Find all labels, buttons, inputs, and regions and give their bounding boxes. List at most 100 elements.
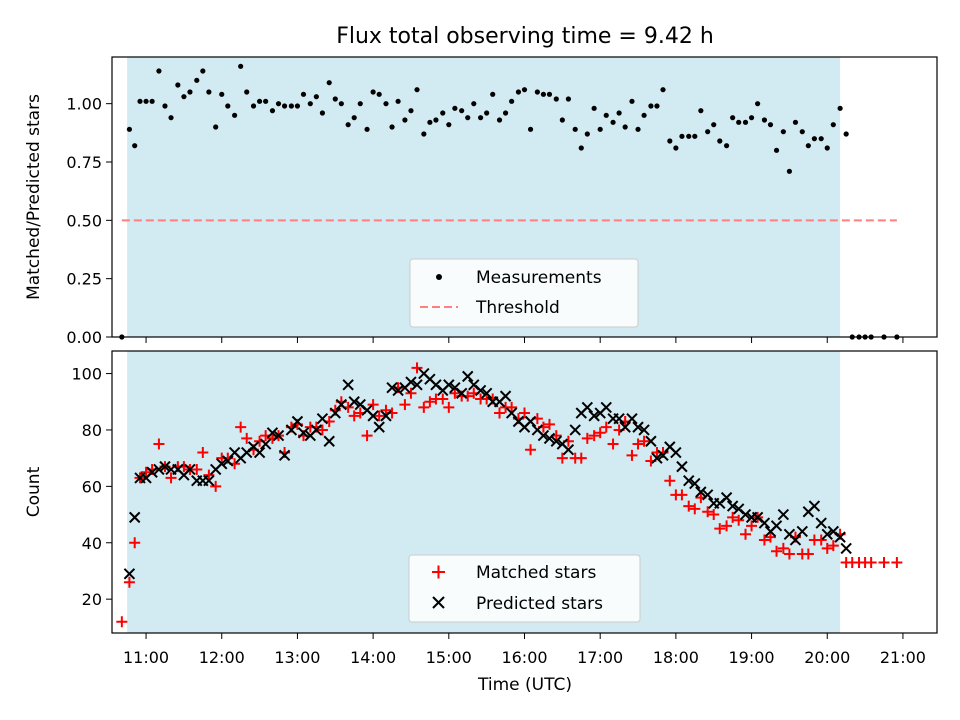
measurement-point xyxy=(225,103,231,109)
matched-star-point xyxy=(123,576,135,588)
predicted-star-point xyxy=(758,517,771,529)
measurement-point xyxy=(408,108,414,114)
matched-star-point xyxy=(210,480,222,492)
matched-star-point xyxy=(399,399,411,411)
measurement-point xyxy=(597,126,603,132)
predicted-star-point xyxy=(840,542,852,555)
measurement-point xyxy=(484,110,490,116)
measurement-point xyxy=(433,117,439,123)
measurement-point xyxy=(357,101,363,107)
matched-star-point xyxy=(411,362,423,374)
matched-star-point xyxy=(821,542,833,554)
measurement-point xyxy=(364,126,370,132)
measurement-point xyxy=(509,98,515,104)
panel-top: 0.00 0.25 0.50 0.75 1.00 Matched/Predicted s… xyxy=(24,56,938,347)
predicted-star-point xyxy=(619,421,631,433)
ytick-label-bottom: 100 xyxy=(71,365,102,384)
measurement-point xyxy=(515,89,522,95)
measurement-point xyxy=(742,119,749,125)
predicted-star-point xyxy=(720,491,733,504)
measurement-point xyxy=(786,168,793,174)
predicted-star-point xyxy=(373,421,385,433)
measurement-point xyxy=(421,131,427,137)
measurement-point xyxy=(313,94,319,100)
predicted-star-point xyxy=(632,421,644,433)
predicted-star-point xyxy=(272,429,285,442)
measurement-point xyxy=(521,87,528,93)
matched-star-point xyxy=(632,438,644,450)
measurement-point xyxy=(578,145,584,151)
predicted-star-point xyxy=(455,387,468,400)
matched-star-point xyxy=(556,452,568,464)
measurement-point xyxy=(553,96,559,102)
measurement-point xyxy=(213,124,219,130)
measurement-point xyxy=(843,131,849,137)
matched-star-point xyxy=(494,407,506,419)
measurement-point xyxy=(250,103,257,109)
predicted-star-point xyxy=(808,500,821,512)
xlabel-bottom: Time (UTC) xyxy=(477,675,572,695)
predicted-star-point xyxy=(670,446,682,459)
measurement-point xyxy=(269,108,276,114)
measurement-point xyxy=(459,108,465,114)
predicted-star-point xyxy=(462,370,474,383)
predicted-star-point xyxy=(310,424,323,436)
measurement-point xyxy=(351,115,357,121)
legend-top-frame xyxy=(409,258,639,328)
legend-threshold-label: Threshold xyxy=(475,298,560,318)
predicted-star-point xyxy=(676,460,688,473)
predicted-star-point xyxy=(789,534,802,546)
measurement-point xyxy=(175,82,181,88)
xtick-label-bottom: 16:00 xyxy=(501,648,547,667)
measurement-point xyxy=(723,143,730,149)
measurement-point xyxy=(584,131,590,137)
predicted-star-point xyxy=(474,384,487,397)
panel-bottom: 20 40 60 80 100 11:00 12:00 13:00 14:00 15:00 16:… xyxy=(24,350,938,695)
measurement-point xyxy=(465,115,471,121)
measurement-point xyxy=(143,98,149,104)
matched-star-point xyxy=(316,424,328,436)
measurement-point xyxy=(730,115,736,121)
measurement-point xyxy=(219,91,225,97)
matched-star-point xyxy=(449,387,461,399)
xtick-label-bottom: 21:00 xyxy=(880,648,926,667)
matched-star-point xyxy=(783,548,795,560)
measurement-point xyxy=(440,110,446,116)
predicted-star-point xyxy=(146,466,158,478)
predicted-star-point xyxy=(203,475,215,487)
legend-bottom-frame xyxy=(408,554,641,623)
measurement-point xyxy=(572,126,578,132)
predicted-star-point xyxy=(123,568,136,580)
measurement-point xyxy=(648,103,654,109)
measurement-point xyxy=(591,105,597,111)
predicted-star-point xyxy=(499,390,512,402)
measurement-point xyxy=(187,89,193,95)
matched-star-point xyxy=(235,421,247,433)
measurement-point xyxy=(294,103,301,109)
measurement-point xyxy=(546,91,553,97)
plot-frame-top xyxy=(111,56,938,338)
xtick-label-bottom: 11:00 xyxy=(123,648,169,667)
measurement-point xyxy=(748,115,755,121)
matched-star-point xyxy=(437,393,449,405)
measurement-point xyxy=(559,117,565,123)
measurement-point xyxy=(370,89,376,95)
predicted-star-point xyxy=(297,427,310,439)
matched-star-point xyxy=(348,410,360,422)
predicted-star-point xyxy=(222,455,234,467)
measurement-point xyxy=(137,98,143,104)
measurement-point xyxy=(502,110,509,116)
measurement-point xyxy=(686,133,692,139)
matched-star-point xyxy=(367,399,379,411)
legend-predicted-label: Predicted stars xyxy=(476,594,603,614)
matched-star-point xyxy=(683,500,695,512)
measurement-point xyxy=(326,80,332,86)
matched-star-point xyxy=(140,466,152,478)
measurement-point xyxy=(194,77,200,83)
matched-star-point xyxy=(405,387,417,399)
ytick-label-top: 0.50 xyxy=(66,211,102,230)
predicted-star-point xyxy=(348,396,360,408)
measurement-point xyxy=(654,103,660,109)
measurement-point xyxy=(755,101,761,107)
